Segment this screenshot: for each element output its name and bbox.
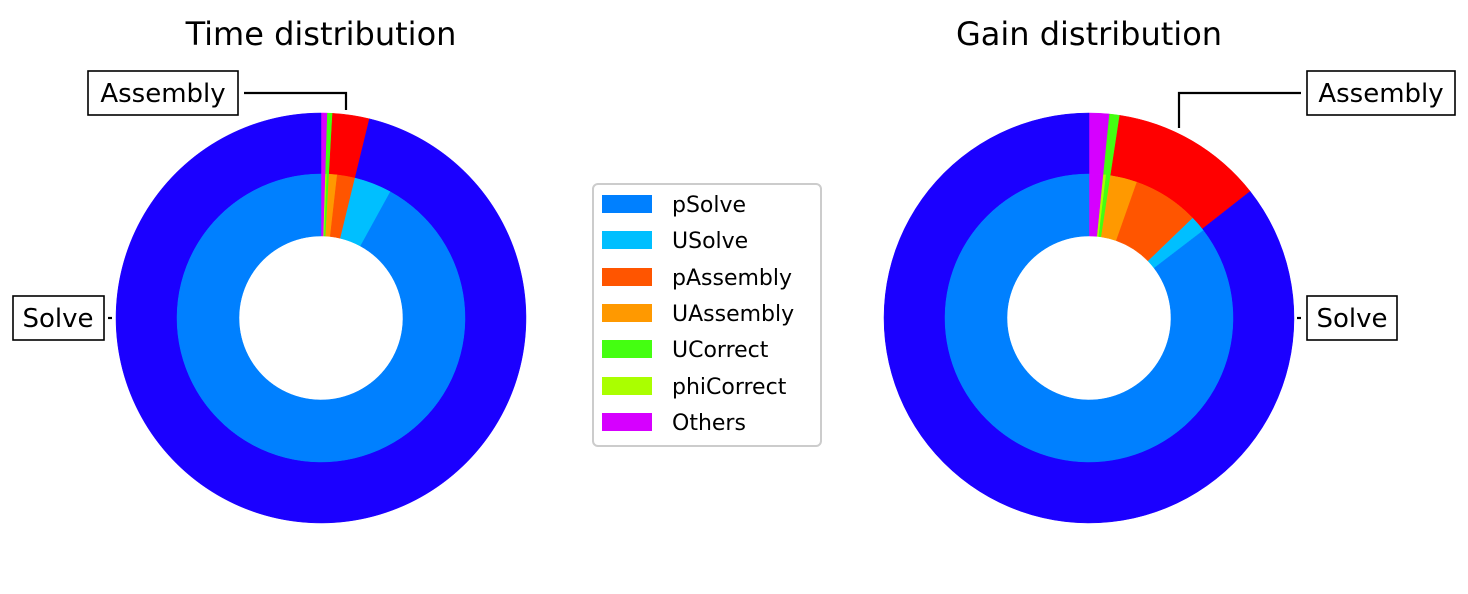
gain-distribution-chart: Gain distribution Assembly Solve	[883, 15, 1456, 524]
legend-entry-ucorrect: UCorrect	[602, 338, 769, 363]
callout-box-solve	[12, 295, 105, 341]
chart-title: Time distribution	[185, 15, 457, 53]
legend-swatch	[602, 268, 652, 286]
callout-leader-assembly	[244, 91, 348, 110]
chart-title: Gain distribution	[956, 15, 1222, 53]
legend-entry-phicorrect: phiCorrect	[602, 375, 787, 400]
callout-box-solve	[1306, 295, 1398, 341]
legend-label: pAssembly	[672, 266, 792, 291]
legend-label: USolve	[672, 229, 748, 254]
legend-entry-others: Others	[602, 411, 746, 436]
callouts: Assembly Solve	[12, 70, 348, 341]
legend-swatch	[602, 340, 652, 358]
legend-swatch	[602, 377, 652, 395]
legend-swatch	[602, 413, 652, 431]
callouts: Assembly Solve	[1177, 70, 1456, 341]
time-distribution-chart: Time distribution Assembly Solve	[12, 15, 527, 524]
legend-entry-psolve: pSolve	[602, 193, 746, 218]
legend-swatch	[602, 195, 652, 213]
inner-slice-psolve	[944, 173, 1234, 463]
donut-slices	[115, 112, 527, 524]
legend: pSolve USolve pAssembly UAssembly UCorre…	[592, 183, 822, 447]
inner-slice-psolve	[176, 173, 466, 463]
legend-label: Others	[672, 411, 746, 436]
callout-box-assembly	[1306, 70, 1456, 116]
callout-leader-assembly	[1177, 91, 1301, 128]
legend-swatch	[602, 231, 652, 249]
legend-label: UAssembly	[672, 302, 794, 327]
legend-entry-usolve: USolve	[602, 229, 748, 254]
callout-label-solve: Solve	[22, 304, 93, 334]
legend-label: UCorrect	[672, 338, 769, 363]
callout-label-solve: Solve	[1316, 304, 1387, 334]
legend-label: pSolve	[672, 193, 746, 218]
legend-entry-uassembly: UAssembly	[602, 302, 794, 327]
callout-label-assembly: Assembly	[100, 79, 225, 109]
legend-entry-passembly: pAssembly	[602, 266, 792, 291]
callout-box-assembly	[87, 70, 239, 116]
legend-label: phiCorrect	[672, 375, 787, 400]
callout-label-assembly: Assembly	[1318, 79, 1443, 109]
donut-slices	[883, 112, 1295, 524]
legend-swatch	[602, 304, 652, 322]
